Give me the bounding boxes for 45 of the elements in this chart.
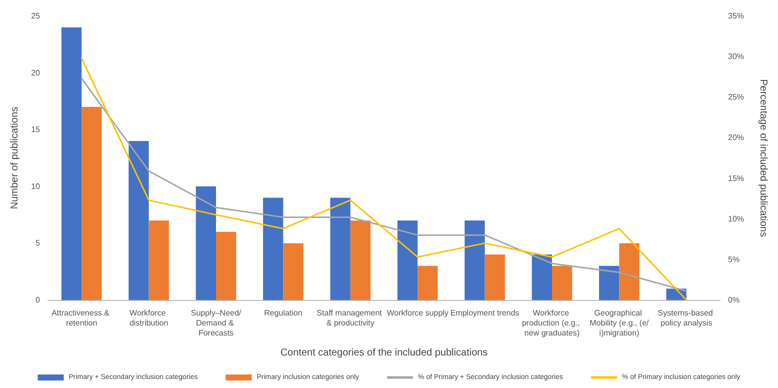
bar	[61, 27, 82, 300]
y2-tick-label: 10%	[728, 214, 744, 224]
x-tick-label: Workforce supply	[386, 308, 448, 318]
bar	[350, 220, 371, 300]
bar	[397, 220, 418, 300]
x-tick-label: Staff management & productivity	[316, 308, 384, 328]
bar	[196, 186, 216, 300]
y2-tick-label: 30%	[728, 52, 744, 62]
y-tick-label: 20	[31, 68, 41, 78]
x-tick-label: Attractiveness & retention	[52, 308, 112, 328]
bar	[283, 243, 304, 300]
x-tick-label: Supply–Need/Demand & Forecasts	[190, 308, 242, 338]
bar	[128, 140, 149, 300]
y2-axis-title: Percentage of included publications	[758, 79, 768, 237]
bar	[484, 254, 505, 300]
x-tick-label: Systems-based policy analysis	[658, 308, 716, 328]
bar	[599, 266, 620, 300]
x-tick-label: Geographical Mobility (e.g., (e/i)migration)	[590, 308, 650, 338]
bar	[216, 232, 236, 300]
y2-tick-label: 15%	[728, 174, 744, 183]
y2-tick-label: 35%	[728, 12, 744, 20]
bar	[148, 220, 169, 300]
x-tick-label: Workforce distribution	[129, 308, 168, 328]
bar	[532, 254, 552, 300]
y2-tick-label: 25%	[728, 92, 744, 102]
bar	[552, 266, 572, 300]
x-tick-label: Regulation	[264, 308, 302, 318]
bar	[82, 106, 102, 300]
bar	[263, 198, 284, 300]
y-tick-label: 25	[31, 12, 41, 20]
y-tick-label: 0	[36, 296, 41, 304]
y-tick-label: 5	[36, 238, 41, 248]
y2-tick-label: 20%	[728, 133, 744, 142]
y2-tick-label: 5%	[728, 254, 740, 264]
y-axis-title: Number of publications	[10, 106, 20, 210]
y2-tick-label: 0%	[728, 296, 740, 304]
x-tick-label: Employment trends	[450, 308, 520, 318]
bar	[464, 220, 485, 300]
bar	[330, 198, 350, 300]
bar	[619, 243, 640, 300]
y-tick-label: 15	[31, 125, 41, 134]
x-tick-label: Workforce production (e.g., new graduates)	[522, 308, 582, 338]
bar	[418, 266, 438, 300]
y-tick-label: 10	[31, 182, 41, 191]
x-axis-title: Content categories of the included publications	[280, 348, 488, 358]
